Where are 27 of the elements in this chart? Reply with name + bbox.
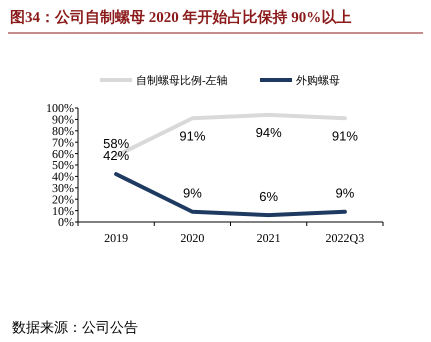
y-tick-label: 80% <box>52 124 74 138</box>
y-tick-label: 10% <box>52 204 74 218</box>
data-label: 91% <box>332 128 358 144</box>
data-label: 6% <box>259 189 278 204</box>
y-tick-label: 100% <box>46 101 74 116</box>
y-tick-label: 0% <box>58 215 74 230</box>
x-tick-label: 2020 <box>180 231 204 245</box>
y-tick-label: 20% <box>52 192 74 206</box>
chart-title: 图34：公司自制螺母 2020 年开始占比保持 90%以上 <box>10 9 352 26</box>
y-tick-label: 40% <box>52 170 74 184</box>
y-tick-label: 60% <box>52 146 74 161</box>
data-label: 9% <box>182 186 202 201</box>
x-tick-label: 2021 <box>256 231 281 245</box>
data-label: 58% <box>103 136 130 151</box>
y-tick-label: 90% <box>52 112 74 127</box>
y-tick-label: 30% <box>52 181 74 195</box>
x-tick-label: 2022Q3 <box>326 231 364 245</box>
data-label: 9% <box>335 186 355 201</box>
y-tick-label: 70% <box>52 135 74 150</box>
legend-label: 外购螺母 <box>296 74 340 87</box>
data-label: 91% <box>179 128 206 144</box>
data-label: 94% <box>256 124 282 140</box>
source-note: 数据来源：公司公告 <box>12 320 138 336</box>
y-tick-label: 50% <box>52 158 74 172</box>
x-tick-label: 2019 <box>104 231 128 245</box>
data-label: 42% <box>103 148 130 164</box>
legend-label: 自制螺母比例-左轴 <box>136 74 228 87</box>
